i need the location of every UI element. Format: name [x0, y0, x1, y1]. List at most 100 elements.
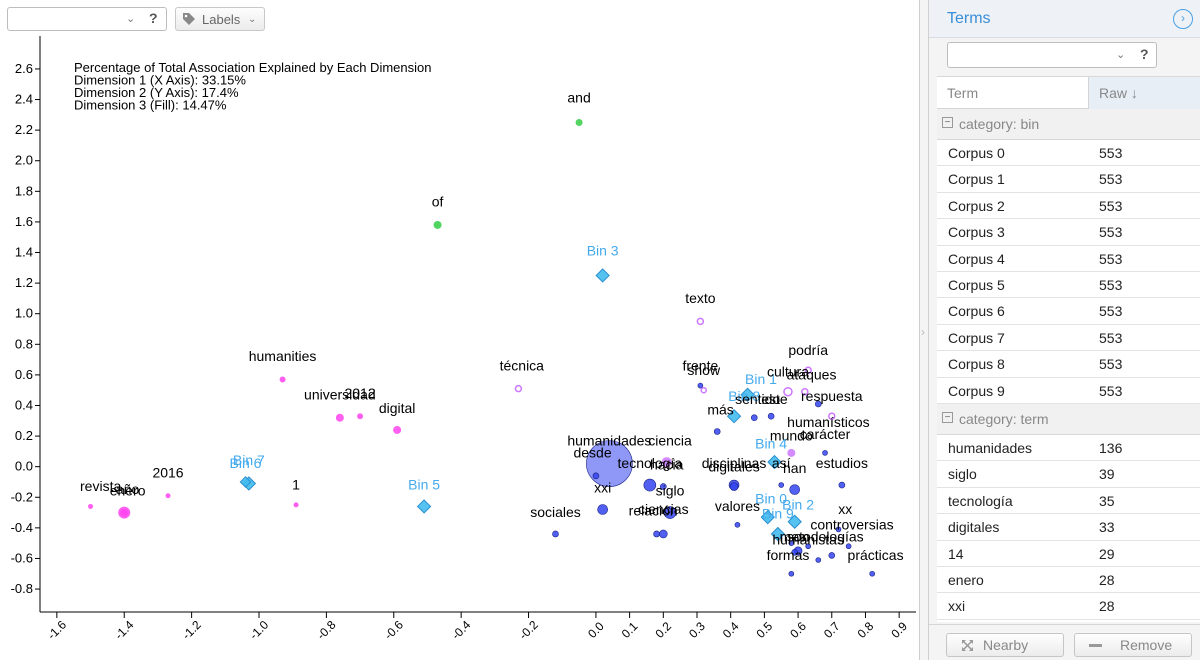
bin-marker [767, 454, 782, 470]
x-tick-label: 0.8 [855, 619, 877, 641]
collapse-panel-icon[interactable]: › [1173, 9, 1193, 29]
y-tick-label: 0.6 [15, 367, 33, 382]
raw-cell: 35 [1099, 492, 1115, 509]
panel-splitter[interactable]: › [920, 0, 928, 660]
nearby-button-label: Nearby [983, 637, 1029, 653]
x-tick-label: -1.6 [45, 618, 70, 643]
table-row[interactable]: siglo 39 [937, 461, 1200, 488]
term-point [845, 543, 852, 550]
term-point [696, 317, 705, 326]
y-tick-label: 2.4 [15, 92, 33, 107]
x-tick-label: -1.0 [247, 618, 272, 643]
term-point [697, 382, 704, 389]
group-header[interactable]: − category: term [937, 404, 1200, 435]
term-cell: digitales [948, 519, 1000, 536]
point-label: Bin 6 [230, 455, 262, 471]
point-label: cultura [767, 363, 809, 379]
point-label: año [116, 481, 140, 497]
collapse-group-icon[interactable]: − [942, 412, 953, 423]
point-label: carácter [800, 426, 851, 442]
group-header[interactable]: − category: bin [937, 109, 1200, 140]
table-row[interactable]: Corpus 4 553 [937, 245, 1200, 272]
table-row[interactable]: Corpus 0 553 [937, 140, 1200, 167]
term-point [279, 376, 286, 383]
bin-marker [740, 387, 755, 402]
term-cell: Corpus 9 [948, 382, 1005, 399]
table-row[interactable]: Corpus 5 553 [937, 272, 1200, 299]
point-label: of [432, 194, 444, 210]
term-point [592, 472, 600, 480]
help-icon[interactable]: ? [1140, 46, 1149, 62]
query-combo[interactable]: ⌄ ? [7, 7, 167, 31]
term-point [814, 400, 822, 408]
point-label: digitales [708, 458, 759, 474]
y-tick-label: -0.4 [11, 520, 33, 535]
column-header-raw[interactable]: Raw ↓ [1088, 77, 1200, 109]
terms-search-combo[interactable]: ⌄ ? [947, 42, 1157, 68]
chevron-down-icon[interactable]: ⌄ [126, 13, 136, 25]
term-point [293, 502, 299, 508]
x-tick-label: 0.6 [787, 619, 809, 641]
table-row[interactable]: Corpus 3 553 [937, 219, 1200, 246]
term-point [787, 448, 796, 457]
table-row[interactable]: xxi 28 [937, 593, 1200, 620]
point-label: texto [685, 290, 716, 306]
point-label: Bin 2 [782, 497, 814, 513]
table-row[interactable]: Corpus 7 553 [937, 324, 1200, 352]
term-point [713, 428, 721, 435]
raw-cell: 553 [1099, 171, 1123, 188]
table-row[interactable]: enero 28 [937, 567, 1200, 594]
remove-button[interactable]: Remove [1074, 633, 1192, 657]
raw-cell: 553 [1099, 382, 1123, 399]
term-point [663, 506, 677, 519]
nearby-button[interactable]: Nearby [946, 633, 1064, 657]
x-tick-label: 0.1 [619, 619, 641, 641]
scatterplot-chart[interactable]: -0.8 -0.6 -0.4 -0.2 0.0 0.2 0.4 0.6 0.8 1.0 1.2 1.4… [0, 0, 920, 660]
column-header-term[interactable]: Term [947, 85, 979, 101]
term-cell: Corpus 3 [948, 224, 1005, 241]
labels-button[interactable]: Labels ⌄ [175, 7, 265, 31]
term-point [165, 493, 171, 499]
table-row[interactable]: tecnología 35 [937, 487, 1200, 515]
term-point [653, 530, 660, 538]
term-point [789, 484, 801, 495]
table-row[interactable]: digitales 33 [937, 514, 1200, 541]
table-row[interactable]: Corpus 9 553 [937, 377, 1200, 404]
bin-marker [770, 526, 786, 542]
expand-arrows-icon [962, 640, 973, 651]
table-row[interactable]: 14 29 [937, 540, 1200, 567]
term-point [88, 503, 94, 509]
help-icon[interactable]: ? [149, 10, 158, 26]
table-row[interactable]: Corpus 8 553 [937, 351, 1200, 378]
term-point [805, 543, 811, 550]
point-label: formas [767, 547, 810, 563]
term-point [514, 384, 523, 393]
collapse-group-icon[interactable]: − [942, 117, 953, 128]
point-label: tecnología [618, 455, 683, 471]
table-row[interactable]: humanidades 136 [937, 435, 1200, 462]
table-row[interactable]: Corpus 6 553 [937, 298, 1200, 325]
raw-cell: 29 [1099, 545, 1115, 562]
chevron-down-icon[interactable]: ⌄ [1116, 49, 1126, 61]
terms-grid: Term Raw ↓ − category: bin Corpus 0 553 Corp… [937, 76, 1200, 622]
raw-cell: 28 [1099, 598, 1115, 615]
y-tick-label: 1.0 [15, 306, 33, 321]
table-row[interactable]: Corpus 2 553 [937, 192, 1200, 220]
y-tick-label: 2.0 [15, 153, 33, 168]
bin-marker [595, 268, 610, 283]
term-point [575, 118, 583, 126]
y-tick-label: 0.2 [15, 428, 33, 443]
tag-icon [183, 13, 195, 25]
x-tick-label: -0.6 [382, 618, 407, 643]
raw-cell: 553 [1099, 329, 1123, 346]
point-label: Bin 0 [755, 490, 787, 506]
y-tick-label: 2.6 [15, 61, 33, 76]
point-label: respuesta [801, 388, 863, 404]
table-row[interactable]: Corpus 1 553 [937, 166, 1200, 193]
point-label: sociales [530, 504, 581, 520]
x-tick-label: 0.3 [686, 619, 708, 641]
point-label: universidad [304, 386, 376, 402]
point-label: mundo [770, 428, 813, 444]
point-label: Bin 8 [728, 388, 760, 404]
point-label: Bin 5 [408, 477, 440, 493]
